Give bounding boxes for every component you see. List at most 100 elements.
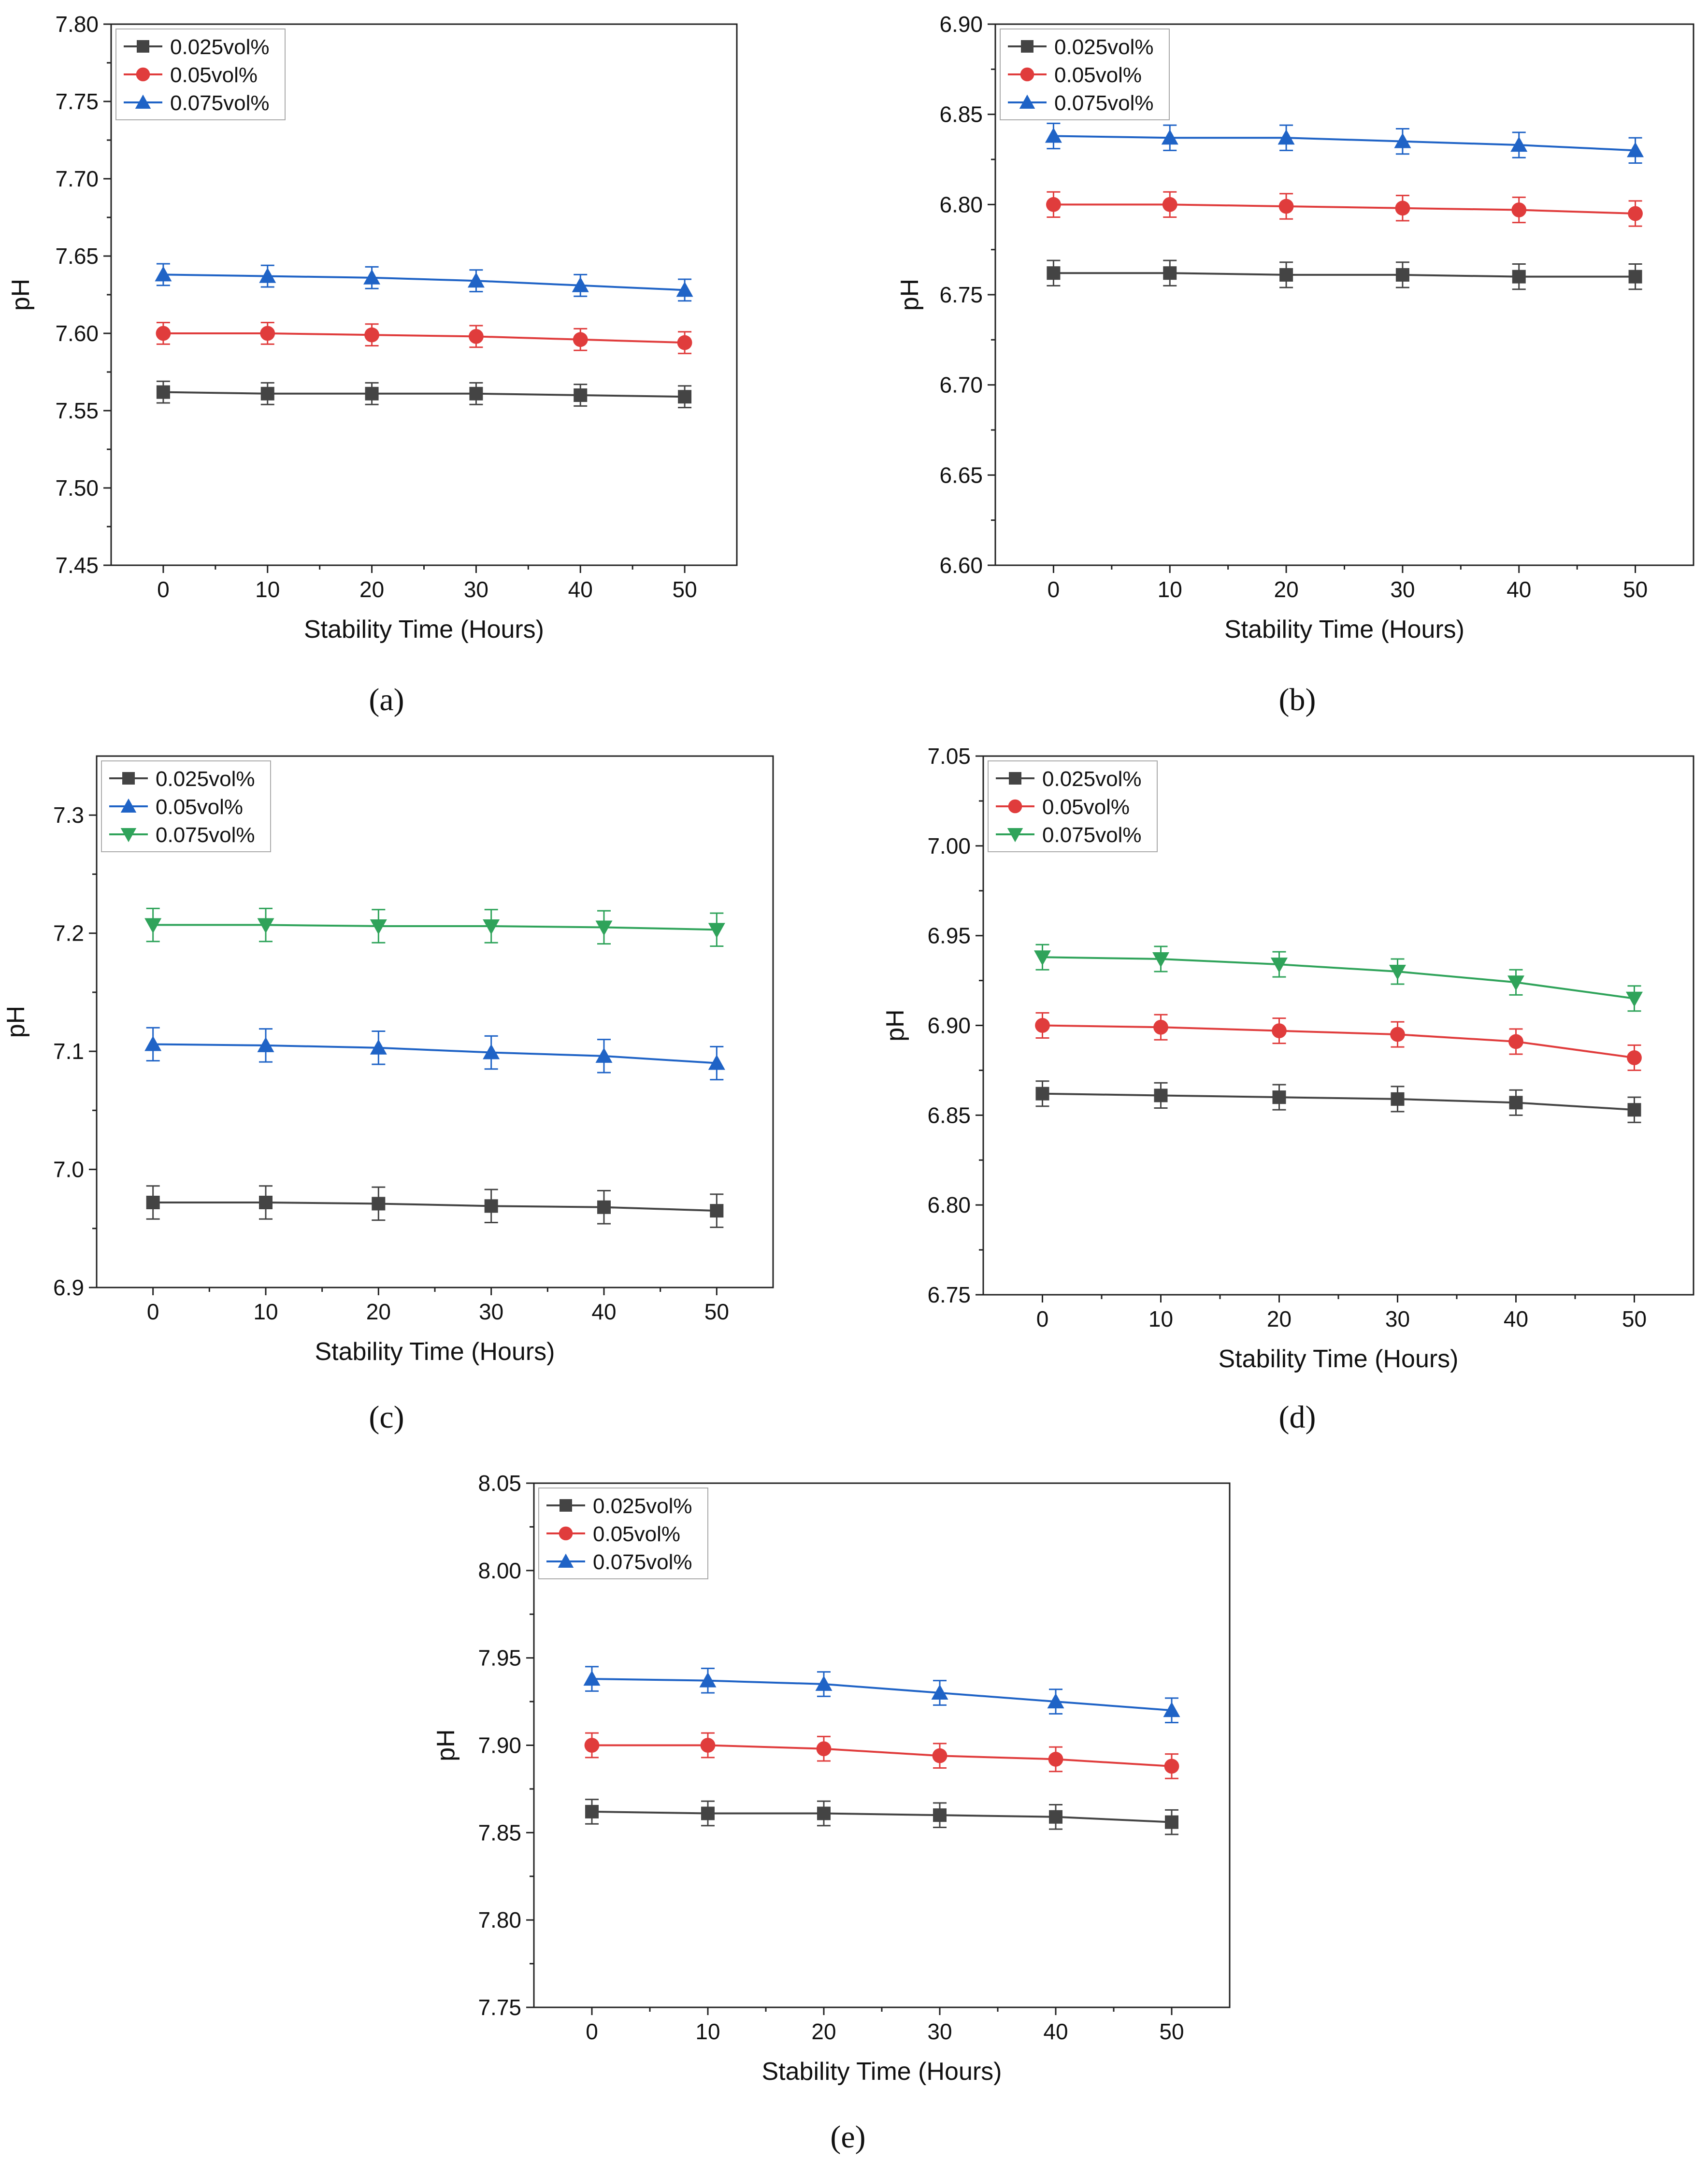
x-tick-label: 0 [1036,1306,1049,1331]
data-point [572,277,589,292]
x-tick-label: 50 [1159,2019,1184,2044]
data-point [710,1204,724,1218]
y-tick-label: 7.2 [53,921,84,946]
legend-marker [559,1526,573,1541]
x-axis-label: Stability Time (Hours) [1219,1345,1459,1373]
data-point [260,326,275,341]
x-tick-label: 10 [1148,1306,1173,1331]
y-tick-label: 6.85 [939,102,983,127]
series-line [163,332,685,344]
legend: 0.025vol% 0.05vol% 0.075vol% [101,760,271,852]
data-point [584,1738,600,1753]
x-tick-label: 30 [1390,577,1415,602]
series-line [1053,203,1636,215]
data-point [372,1197,386,1211]
y-axis-label: pH [2,1006,30,1038]
data-point [817,1806,831,1820]
y-tick-label: 7.75 [55,89,99,114]
legend-marker [1019,94,1035,109]
legend: 0.025vol% 0.05vol% 0.075vol% [115,29,286,120]
legend-marker [120,828,137,843]
data-point [1153,1019,1168,1035]
legend-marker [135,94,151,109]
data-point [1628,270,1642,284]
x-tick-label: 20 [366,1299,391,1324]
data-point [1509,1096,1523,1110]
y-tick-label: 7.80 [478,1907,521,1932]
series-0.05vol% [156,322,692,355]
data-point [1628,206,1643,221]
series-line [591,1678,1172,1712]
x-tick-label: 10 [1158,577,1182,602]
series-0.025vol% [146,1185,724,1228]
data-point [1278,199,1294,214]
data-point [1510,136,1528,152]
y-tick-label: 8.00 [478,1558,521,1583]
data-point [1627,142,1644,157]
x-tick-label: 0 [157,577,170,602]
legend-marker [1008,799,1022,814]
data-point [1394,133,1411,148]
chart-panel-2: 0 10 20 30 40 50 6.60 6.65 6.70 6.75 6.80 6.85 6.90 S… [896,12,1694,717]
data-point [469,329,484,344]
x-tick-label: 40 [591,1299,616,1324]
y-tick-label: 7.45 [55,553,99,578]
legend-marker [558,1553,574,1568]
series-0.075vol% [1034,944,1643,1012]
data-point [815,1675,832,1691]
y-axis-label: pH [432,1729,460,1761]
data-point [1512,270,1526,284]
legend-marker [136,67,150,82]
legend-label: 0.025vol% [593,1494,692,1518]
y-axis-label: pH [7,279,35,311]
data-point [1164,1759,1179,1774]
x-tick-label: 30 [479,1299,503,1324]
series-0.075vol% [1045,122,1644,164]
data-point [1271,958,1288,973]
y-tick-label: 6.75 [927,1282,971,1307]
y-tick-label: 7.75 [478,1995,521,2020]
x-tick-label: 40 [1504,1306,1528,1331]
x-tick-label: 0 [586,2019,598,2044]
series-line [153,1043,717,1064]
data-point [144,918,162,934]
y-axis-label: pH [896,279,924,311]
data-point [1049,1810,1062,1824]
legend-marker [137,40,149,53]
data-point [1154,1088,1168,1102]
series-0.05vol% [1035,1012,1642,1071]
y-tick-label: 7.90 [478,1733,521,1758]
data-point [1627,1103,1641,1117]
data-point [585,1804,599,1818]
data-point [1035,1018,1050,1033]
data-point [467,272,485,288]
y-tick-label: 7.05 [927,744,971,769]
series-0.025vol% [1035,1080,1641,1123]
panel-caption: (e) [830,2119,865,2155]
x-tick-label: 0 [147,1299,159,1324]
data-point [469,386,483,401]
series-line [163,391,685,398]
x-tick-label: 20 [811,2019,836,2044]
data-point [260,386,274,401]
y-tick-label: 6.80 [939,192,983,217]
y-tick-label: 7.0 [53,1157,84,1182]
data-point [1047,266,1061,280]
data-point [573,332,588,347]
data-point [257,1037,274,1052]
series-0.025vol% [1047,259,1642,290]
legend-label: 0.075vol% [1042,823,1141,847]
legend-label: 0.075vol% [170,91,269,115]
y-tick-label: 8.05 [478,1471,521,1496]
series-line [1053,272,1636,278]
x-tick-label: 10 [255,577,280,602]
legend: 0.025vol% 0.05vol% 0.075vol% [538,1488,708,1579]
y-tick-label: 6.90 [939,12,983,37]
data-point [1035,1087,1049,1101]
x-tick-label: 50 [1623,577,1648,602]
series-line [1042,956,1635,1000]
y-tick-label: 6.65 [939,462,983,487]
data-point [1390,1027,1405,1042]
data-point [1046,197,1061,212]
y-tick-label: 7.60 [55,321,99,346]
